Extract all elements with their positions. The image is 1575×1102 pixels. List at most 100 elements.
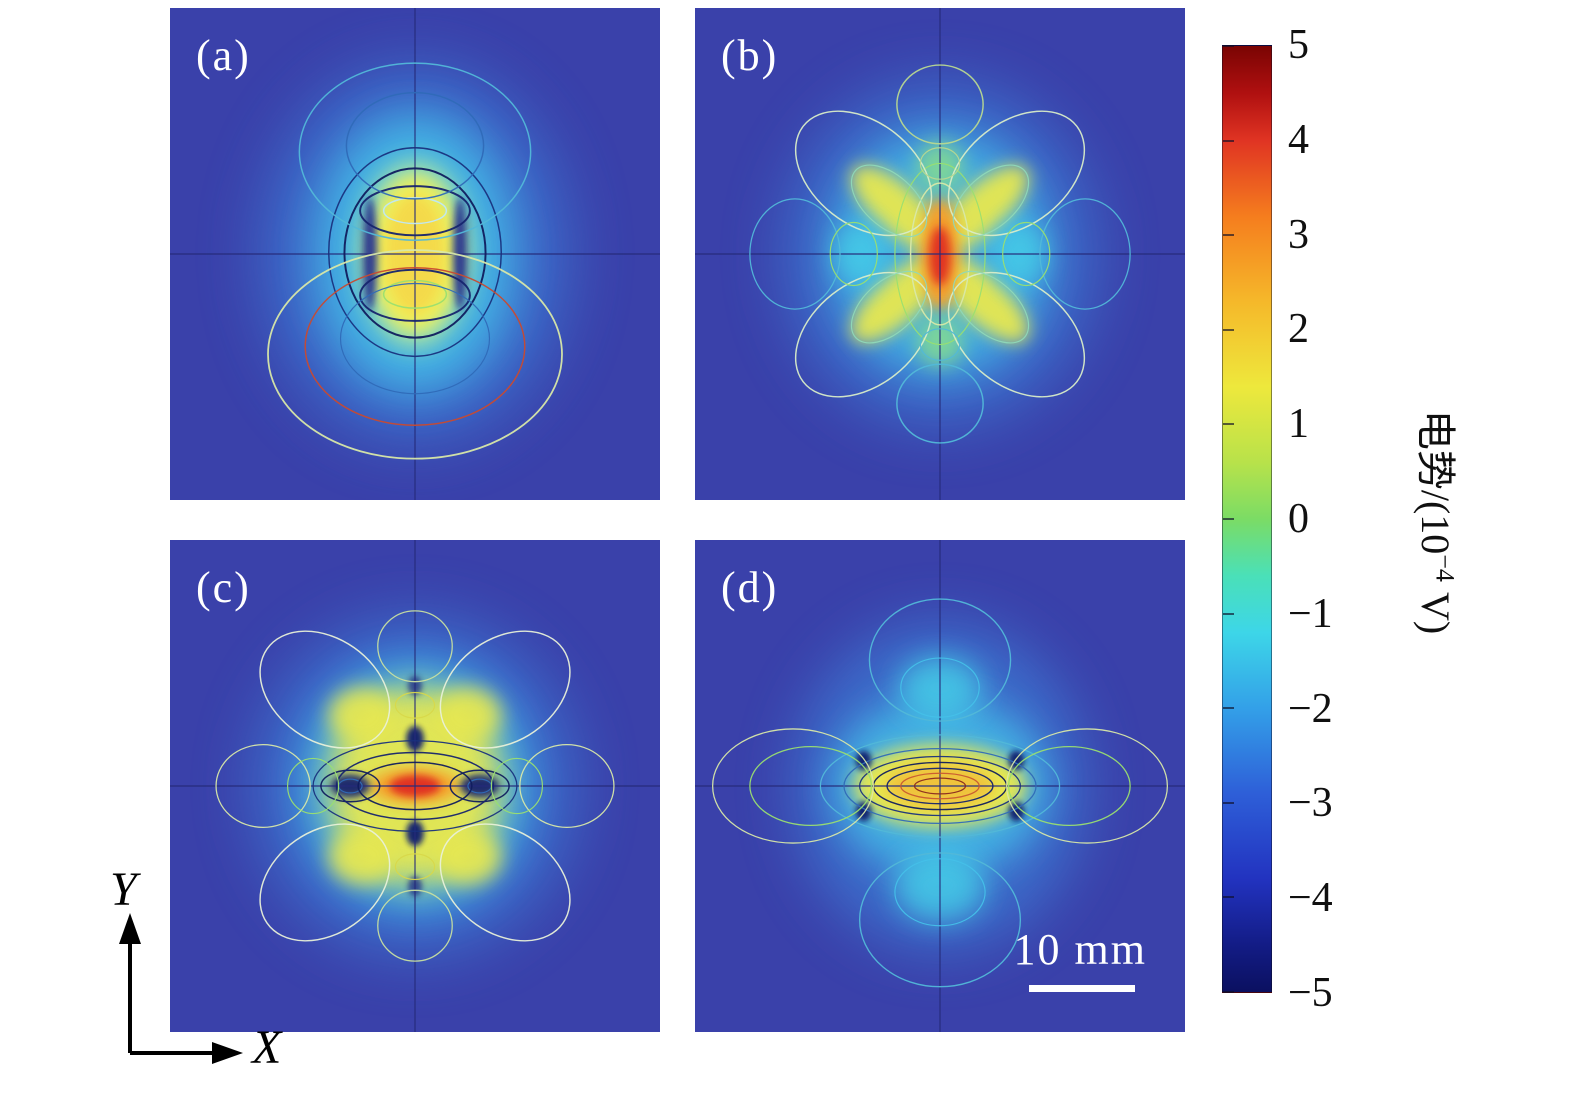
contour-line: [1002, 221, 1051, 287]
colorbar-tick-mark: [1223, 612, 1234, 615]
contour-line: [267, 249, 563, 460]
heatmap-svg: [695, 540, 1185, 1032]
contour-line: [900, 657, 980, 718]
contour-line: [1006, 728, 1168, 844]
colorbar-tick-label: 2: [1288, 306, 1309, 353]
x-axis-label: X: [252, 1021, 282, 1074]
axis-arrows: [119, 913, 243, 1064]
colorbar-tick-mark: [1223, 896, 1234, 899]
colorbar-tick-label: 5: [1288, 22, 1309, 68]
panel-c-label: (c): [196, 563, 251, 612]
colorbar-tick-label: 1: [1288, 401, 1309, 448]
contour-line: [287, 757, 340, 815]
contour-line: [359, 185, 471, 237]
scale-bar: 10 mm: [1014, 924, 1147, 992]
colorbar-tick-label: 3: [1288, 211, 1309, 258]
panel-a: (a): [170, 8, 660, 500]
contour-line: [952, 270, 1030, 344]
contour-line: [858, 852, 1022, 988]
contour-line: [947, 271, 1086, 398]
contour-line: [894, 858, 986, 927]
contour-line: [794, 271, 933, 398]
contour-line: [894, 162, 986, 346]
glow-blob: [328, 829, 396, 885]
panel-d: (d) 10 mm: [695, 540, 1185, 1032]
contour-line: [749, 746, 873, 826]
contour-line: [1007, 746, 1131, 826]
colorbar-axis-label-unit: V): [1413, 581, 1458, 635]
contour-line: [328, 146, 502, 358]
contour-line: [339, 282, 491, 395]
contour-line: [850, 270, 928, 344]
contour-line: [359, 268, 471, 322]
contour-line: [919, 147, 961, 180]
contour-line: [259, 823, 391, 942]
contour-line: [919, 328, 961, 361]
contour-line: [394, 853, 436, 881]
panel-b-label: (b): [721, 31, 779, 80]
colorbar-tick-label: −4: [1288, 875, 1333, 922]
contour-line: [490, 757, 543, 815]
contour-line: [794, 110, 933, 237]
colorbar-axis-label-exponent: −4: [1430, 554, 1460, 582]
glow-blob: [328, 687, 396, 743]
panel-c-heatmap: [170, 540, 660, 1032]
contour-line: [335, 751, 495, 821]
heatmap-svg: [170, 8, 660, 500]
contour-line: [896, 64, 984, 145]
colorbar-tick-mark: [1223, 707, 1234, 710]
panel-a-label: (a): [196, 31, 251, 80]
heatmap-svg: [170, 540, 660, 1032]
contour-line: [900, 772, 980, 800]
colorbar-tick-mark: [1223, 328, 1234, 331]
contour-line: [519, 744, 615, 828]
contour-line: [343, 167, 487, 339]
colorbar-tick-label: −1: [1288, 590, 1333, 637]
colorbar-tick-labels: 5 4 3 2 1 0 −1 −2 −3 −4 −5: [1288, 22, 1438, 1016]
contour-line: [1039, 198, 1131, 310]
contour-line: [382, 279, 448, 309]
contour-line: [819, 734, 1061, 838]
panel-c: (c): [170, 540, 660, 1032]
contour-line: [829, 221, 878, 287]
contour-line: [449, 769, 510, 803]
colorbar-tick-mark: [1223, 801, 1234, 804]
colorbar-tick-mark: [1223, 518, 1234, 520]
colorbar-tick-mark: [1223, 234, 1234, 237]
contour-line: [377, 610, 453, 683]
contour-line: [304, 267, 526, 426]
glow-blob: [434, 829, 502, 885]
colorbar: [1222, 45, 1272, 993]
colorbar-tick-label: 0: [1288, 496, 1309, 542]
contour-line: [913, 777, 967, 795]
colorbar-tick-mark: [1223, 45, 1234, 47]
contour-line: [345, 91, 485, 200]
panel-a-heatmap: [170, 8, 660, 500]
contour-line: [749, 198, 841, 310]
contour-line: [439, 823, 571, 942]
heatmap-svg: [695, 8, 1185, 500]
colorbar-tick-mark: [1223, 991, 1234, 993]
contour-line: [952, 164, 1030, 238]
y-axis-arrowhead-icon: [119, 913, 141, 944]
contour-line: [712, 728, 874, 844]
colorbar-tick-label: 4: [1288, 116, 1309, 163]
scale-bar-label: 10 mm: [1013, 925, 1147, 974]
contour-line: [859, 755, 1021, 817]
contour-line: [947, 110, 1086, 237]
panel-b: (b): [695, 8, 1185, 500]
panel-b-heatmap: [695, 8, 1185, 500]
glow-blob: [434, 687, 502, 743]
panel-d-heatmap: [695, 540, 1185, 1032]
contour-line: [215, 744, 311, 828]
colorbar-tick-label: −5: [1288, 970, 1333, 1016]
colorbar-axis-label: 电势/(10−4 V): [1413, 312, 1468, 732]
scale-bar-line: [1029, 985, 1135, 992]
contour-line: [850, 164, 928, 238]
contour-line: [909, 182, 971, 326]
contour-line: [259, 630, 391, 749]
y-axis-label: Y: [110, 863, 137, 916]
contour-line: [868, 598, 1012, 722]
axis-indicator: Y X: [88, 863, 328, 1098]
colorbar-tick-mark: [1223, 139, 1234, 142]
